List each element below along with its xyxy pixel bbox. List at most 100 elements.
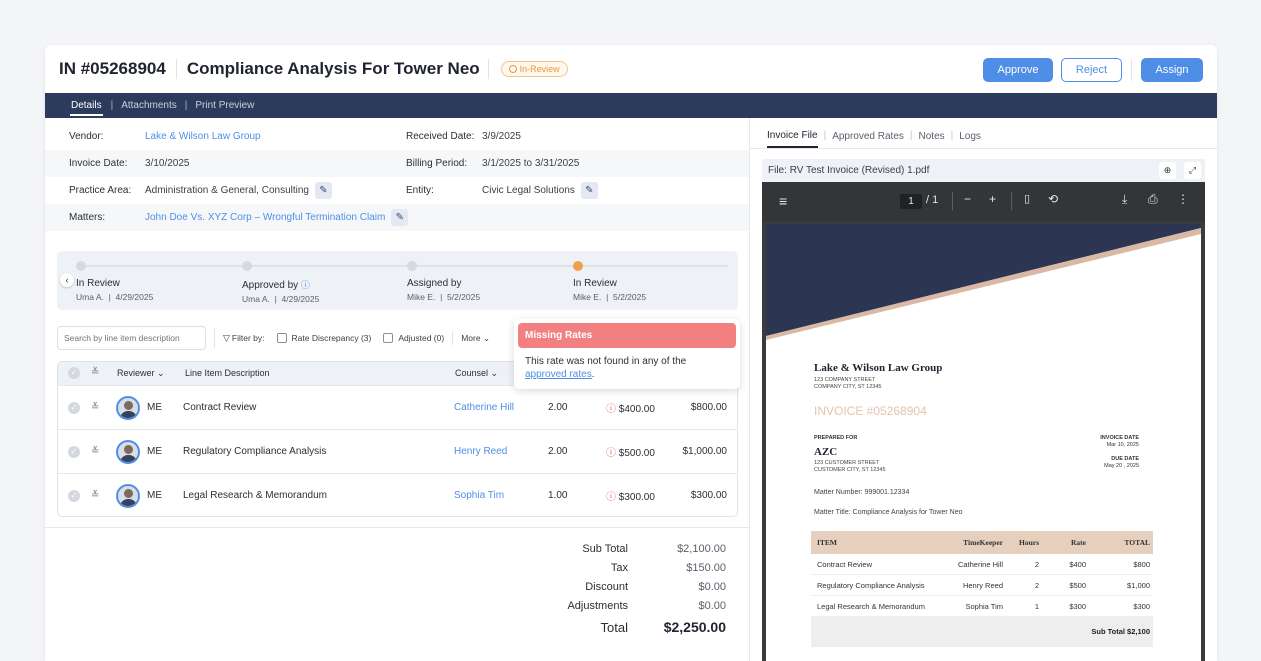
tab-logs[interactable]: Logs [959, 131, 981, 142]
practice-area-text: Administration & General, Consulting [145, 185, 309, 197]
warning-icon[interactable]: ⓘ [606, 492, 616, 503]
print-icon[interactable]: ⎙ [1148, 192, 1158, 206]
chevron-left-icon[interactable]: ‹ [60, 273, 74, 287]
tooltip-body: This rate was not found in any of the ap… [514, 352, 740, 384]
zoom-in-icon[interactable]: + [989, 192, 997, 206]
chevron-down-icon: ⌄ [157, 368, 165, 378]
rate-value: $400.00 [618, 404, 655, 415]
rate-discrepancy-checkbox[interactable] [276, 333, 287, 343]
pdf-cell: Henry Reed [962, 580, 1003, 590]
info-row-dates: Invoice Date: 3/10/2025 Billing Period: … [45, 150, 749, 177]
edit-matters-icon[interactable]: ✎ [391, 209, 409, 226]
pdf-matter-number: Matter Number: 999001.12334 [814, 489, 910, 496]
more-options-icon[interactable]: ⋮ [1177, 192, 1189, 206]
adjusted-checkbox[interactable] [383, 333, 394, 343]
select-all-checkbox[interactable]: ✓ [68, 367, 80, 379]
tab-approved-rates[interactable]: Approved Rates [832, 131, 904, 142]
counsel-link[interactable]: Henry Reed [454, 446, 508, 457]
tab-print-preview[interactable]: Print Preview [195, 100, 255, 111]
sliders-icon[interactable]: ≚ [91, 490, 100, 501]
discount-value: $0.00 [698, 581, 726, 593]
approve-button[interactable]: Approve [983, 58, 1053, 82]
warning-icon[interactable]: ⓘ [606, 404, 616, 415]
download-circle-icon[interactable]: ⊕ [1159, 162, 1176, 179]
tab-notes[interactable]: Notes [918, 131, 945, 142]
pdf-cell: Sophia Tim [965, 601, 1003, 611]
reviewer-initials: ME [147, 402, 162, 413]
info-row-practice: Practice Area: Administration & General,… [45, 177, 749, 204]
chevron-down-icon: ⌄ [482, 332, 491, 343]
pdf-client-city: CUSTOMER CITY, ST 12345 [814, 467, 886, 473]
line-item-hours: 2.00 [548, 446, 568, 457]
toolbar-divider [952, 192, 953, 210]
filter-icon: ▽ [223, 332, 230, 343]
tab-attachments[interactable]: Attachments [121, 100, 177, 111]
timeline-line [81, 265, 728, 267]
download-icon[interactable]: ⤓ [1122, 192, 1128, 206]
details-info: Vendor: Lake & Wilson Law Group Received… [45, 118, 749, 231]
matter-link[interactable]: John Doe Vs. XYZ Corp – Wrongful Termina… [145, 212, 386, 224]
row-check-icon[interactable]: ✓ [68, 489, 80, 502]
line-item-rate: ⓘ $400.00 [606, 400, 655, 415]
header-actions: Approve Reject Assign [983, 58, 1203, 82]
tab-details[interactable]: Details [70, 100, 103, 116]
discount-label: Discount [585, 581, 628, 593]
pdf-col-item: ITEM [817, 538, 838, 547]
sliders-icon[interactable]: ≚ [91, 367, 100, 378]
invoice-id: IN #05268904 [59, 59, 166, 78]
info-icon[interactable]: ⓘ [300, 280, 310, 290]
row-check-icon[interactable]: ✓ [68, 445, 80, 458]
timeline-step-date: 4/29/2025 [115, 292, 154, 302]
rotate-icon[interactable]: ⟲ [1048, 192, 1059, 206]
avatar [116, 439, 140, 464]
reviewer-initials: ME [147, 446, 162, 457]
pdf-line-items-table: ITEM TimeKeeper Hours Rate TOTAL Contrac… [811, 531, 1153, 647]
approval-timeline: ‹ In Review Uma A. | 4/29/2025 Approved … [57, 251, 738, 310]
vendor-link[interactable]: Lake & Wilson Law Group [145, 131, 261, 142]
assign-button[interactable]: Assign [1141, 58, 1203, 82]
timeline-step-meta: Mike E. | 5/2/2025 [407, 292, 481, 302]
pdf-cell: Catherine Hill [957, 559, 1003, 569]
line-item-search-input[interactable] [57, 326, 206, 350]
page-number-input[interactable]: 1 [900, 194, 922, 209]
reviewer-header-label: Reviewer [117, 368, 155, 378]
counsel-link[interactable]: Catherine Hill [454, 402, 515, 413]
row-check-icon[interactable]: ✓ [68, 401, 80, 414]
fit-page-icon[interactable]: ▯ [1024, 193, 1031, 205]
table-row[interactable]: ✓ ≚ ME Regulatory Compliance Analysis He… [58, 429, 737, 473]
edit-practice-area-icon[interactable]: ✎ [314, 182, 332, 199]
table-row[interactable]: ✓ ≚ ME Legal Research & Memorandum Sophi… [58, 473, 737, 516]
more-filters-dropdown[interactable]: More ⌄ [461, 333, 490, 344]
timeline-dot [76, 261, 86, 271]
tab-invoice-file[interactable]: Invoice File [767, 130, 818, 148]
table-row[interactable]: ✓ ≚ ME Contract Review Catherine Hill 2.… [58, 385, 737, 429]
line-item-total: $1,000.00 [682, 446, 728, 457]
totals-divider [45, 527, 749, 528]
approved-rates-link[interactable]: approved rates [525, 369, 592, 380]
sliders-icon[interactable]: ≚ [91, 446, 100, 457]
invoice-date-value: 3/10/2025 [145, 158, 190, 169]
pdf-firm-name: Lake & Wilson Law Group [814, 362, 943, 374]
menu-icon[interactable]: ≡ [779, 193, 788, 209]
vendor-label: Vendor: [69, 131, 104, 142]
sliders-icon[interactable]: ≚ [91, 402, 100, 413]
details-pane: Vendor: Lake & Wilson Law Group Received… [45, 118, 749, 661]
reviewer-column-header[interactable]: Reviewer ⌄ [117, 368, 165, 379]
zoom-out-icon[interactable]: − [964, 192, 972, 206]
edit-entity-icon[interactable]: ✎ [580, 182, 598, 199]
warning-icon[interactable]: ⓘ [606, 448, 616, 459]
pdf-due-date: May 20 , 2025 [1104, 463, 1139, 469]
line-item-rate: ⓘ $500.00 [606, 444, 655, 459]
counsel-column-header[interactable]: Counsel ⌄ [455, 368, 498, 379]
status-text: In-Review [519, 64, 560, 74]
filter-divider [214, 328, 215, 348]
timeline-dot [407, 261, 417, 271]
reject-button[interactable]: Reject [1061, 58, 1122, 82]
tax-label: Tax [610, 562, 628, 574]
pdf-col-total: TOTAL [1124, 538, 1150, 547]
header-divider [487, 59, 489, 79]
status-badge: In-Review [500, 61, 568, 77]
info-row-vendor: Vendor: Lake & Wilson Law Group Received… [45, 123, 749, 150]
expand-icon[interactable]: ⤢ [1184, 162, 1201, 179]
counsel-link[interactable]: Sophia Tim [454, 490, 505, 501]
